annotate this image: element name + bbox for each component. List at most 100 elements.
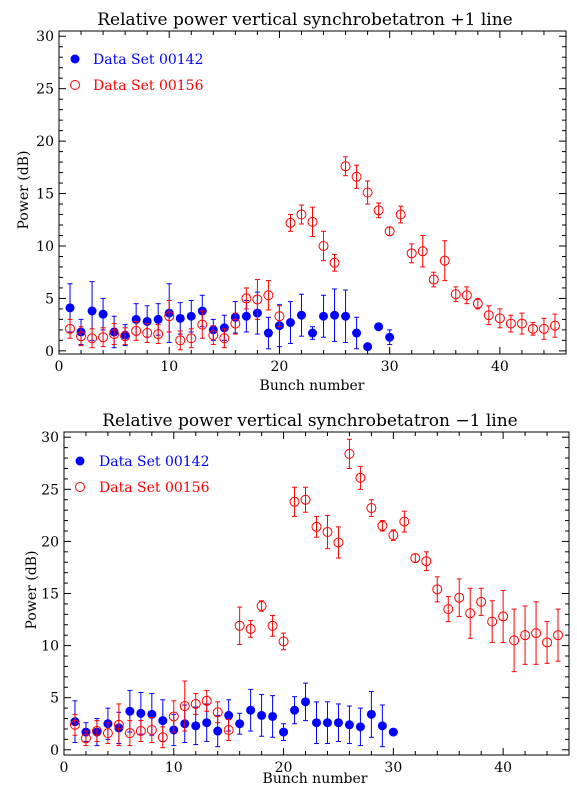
data-point-series-2 bbox=[245, 623, 256, 634]
chart-panel-plus-one-line: Relative power vertical synchrobetatron … bbox=[16, 10, 567, 394]
data-point-series-2 bbox=[465, 608, 476, 619]
data-point-series-1 bbox=[319, 311, 329, 321]
data-point-series-2 bbox=[219, 333, 230, 344]
data-point-series-2 bbox=[124, 728, 135, 739]
data-point-series-2 bbox=[509, 635, 520, 646]
legend-label-series-2: Data Set 00156 bbox=[99, 480, 210, 496]
data-point-series-1 bbox=[268, 711, 278, 721]
data-point-series-2 bbox=[186, 333, 197, 344]
data-point-series-1 bbox=[202, 718, 212, 728]
data-point-series-2 bbox=[80, 733, 91, 744]
data-point-series-2 bbox=[307, 216, 318, 227]
data-point-series-2 bbox=[443, 604, 454, 615]
data-point-series-2 bbox=[201, 695, 212, 706]
x-axis-label: Bunch number bbox=[260, 378, 365, 394]
data-point-series-1 bbox=[87, 306, 97, 316]
data-point-series-2 bbox=[296, 209, 307, 220]
legend-marker-series-1 bbox=[70, 54, 80, 64]
data-point-series-2 bbox=[318, 240, 329, 251]
chart-title: Relative power vertical synchrobetatron … bbox=[97, 10, 513, 30]
data-point-series-1 bbox=[136, 708, 146, 718]
data-point-series-1 bbox=[153, 314, 163, 324]
data-point-series-2 bbox=[197, 319, 208, 330]
data-point-series-2 bbox=[421, 556, 432, 567]
data-point-series-1 bbox=[363, 342, 373, 352]
data-point-series-2 bbox=[498, 611, 509, 622]
data-point-series-1 bbox=[330, 310, 340, 320]
x-tick-label: 10 bbox=[165, 760, 183, 776]
data-point-series-2 bbox=[109, 329, 120, 340]
data-point-series-1 bbox=[65, 303, 75, 313]
data-point-series-2 bbox=[542, 637, 553, 648]
data-point-series-2 bbox=[417, 246, 428, 257]
data-point-series-2 bbox=[76, 331, 87, 342]
data-point-series-2 bbox=[516, 318, 527, 329]
data-point-series-2 bbox=[362, 187, 373, 198]
data-point-series-2 bbox=[340, 161, 351, 172]
data-point-series-2 bbox=[135, 726, 146, 737]
y-tick-label: 0 bbox=[50, 743, 59, 759]
data-point-series-1 bbox=[257, 710, 267, 720]
y-tick-label: 15 bbox=[36, 187, 54, 203]
data-point-series-2 bbox=[223, 724, 234, 735]
chart-panel-minus-one-line: Relative power vertical synchrobetatron … bbox=[24, 411, 570, 787]
x-tick-label: 30 bbox=[384, 760, 402, 776]
data-point-series-2 bbox=[142, 328, 153, 339]
data-point-series-2 bbox=[531, 628, 542, 639]
data-point-series-2 bbox=[256, 601, 267, 612]
data-point-series-2 bbox=[333, 537, 344, 548]
data-point-series-2 bbox=[494, 313, 505, 324]
data-point-series-2 bbox=[344, 448, 355, 459]
data-point-series-1 bbox=[186, 311, 196, 321]
x-tick-label: 40 bbox=[494, 760, 512, 776]
data-point-series-1 bbox=[385, 332, 395, 342]
data-point-series-1 bbox=[191, 721, 201, 731]
data-point-series-2 bbox=[410, 553, 421, 564]
data-point-series-1 bbox=[147, 709, 157, 719]
y-axis-label: Power (dB) bbox=[24, 551, 40, 630]
data-point-series-2 bbox=[472, 298, 483, 309]
data-point-series-1 bbox=[344, 720, 354, 730]
data-point-series-1 bbox=[224, 710, 234, 720]
data-point-series-1 bbox=[352, 328, 362, 338]
data-point-series-2 bbox=[131, 325, 142, 336]
data-point-series-2 bbox=[65, 323, 76, 334]
data-point-series-2 bbox=[212, 707, 223, 718]
data-point-series-1 bbox=[374, 322, 384, 332]
plot-frame bbox=[58, 30, 567, 355]
data-point-series-1 bbox=[322, 718, 332, 728]
data-point-series-2 bbox=[322, 527, 333, 538]
data-point-series-1 bbox=[279, 727, 289, 737]
data-point-series-1 bbox=[341, 311, 351, 321]
data-point-series-1 bbox=[263, 328, 273, 338]
data-point-series-2 bbox=[428, 274, 439, 285]
y-tick-label: 5 bbox=[50, 691, 59, 707]
data-point-series-1 bbox=[377, 721, 387, 731]
data-point-series-1 bbox=[158, 716, 168, 726]
data-point-series-2 bbox=[157, 732, 168, 743]
y-tick-label: 0 bbox=[45, 344, 54, 360]
data-point-series-2 bbox=[351, 171, 362, 182]
data-point-series-2 bbox=[311, 521, 322, 532]
data-point-series-2 bbox=[388, 530, 399, 541]
x-tick-label: 0 bbox=[60, 760, 69, 776]
data-point-series-1 bbox=[301, 697, 311, 707]
data-point-series-2 bbox=[120, 331, 131, 342]
legend-marker-series-2 bbox=[70, 80, 80, 90]
data-point-series-2 bbox=[355, 472, 366, 483]
y-tick-label: 5 bbox=[45, 291, 54, 307]
data-point-series-2 bbox=[179, 701, 190, 712]
data-point-series-1 bbox=[388, 727, 398, 737]
x-tick-label: 20 bbox=[275, 760, 293, 776]
data-point-series-1 bbox=[175, 313, 185, 323]
data-point-series-2 bbox=[87, 333, 98, 344]
data-point-series-1 bbox=[241, 311, 251, 321]
data-point-series-2 bbox=[399, 516, 410, 527]
legend-marker-series-2 bbox=[75, 482, 85, 492]
data-point-series-2 bbox=[285, 217, 296, 228]
x-tick-label: 30 bbox=[381, 359, 399, 375]
y-tick-label: 15 bbox=[41, 587, 59, 603]
data-point-series-2 bbox=[278, 636, 289, 647]
data-point-series-1 bbox=[355, 722, 365, 732]
data-point-series-1 bbox=[235, 719, 245, 729]
